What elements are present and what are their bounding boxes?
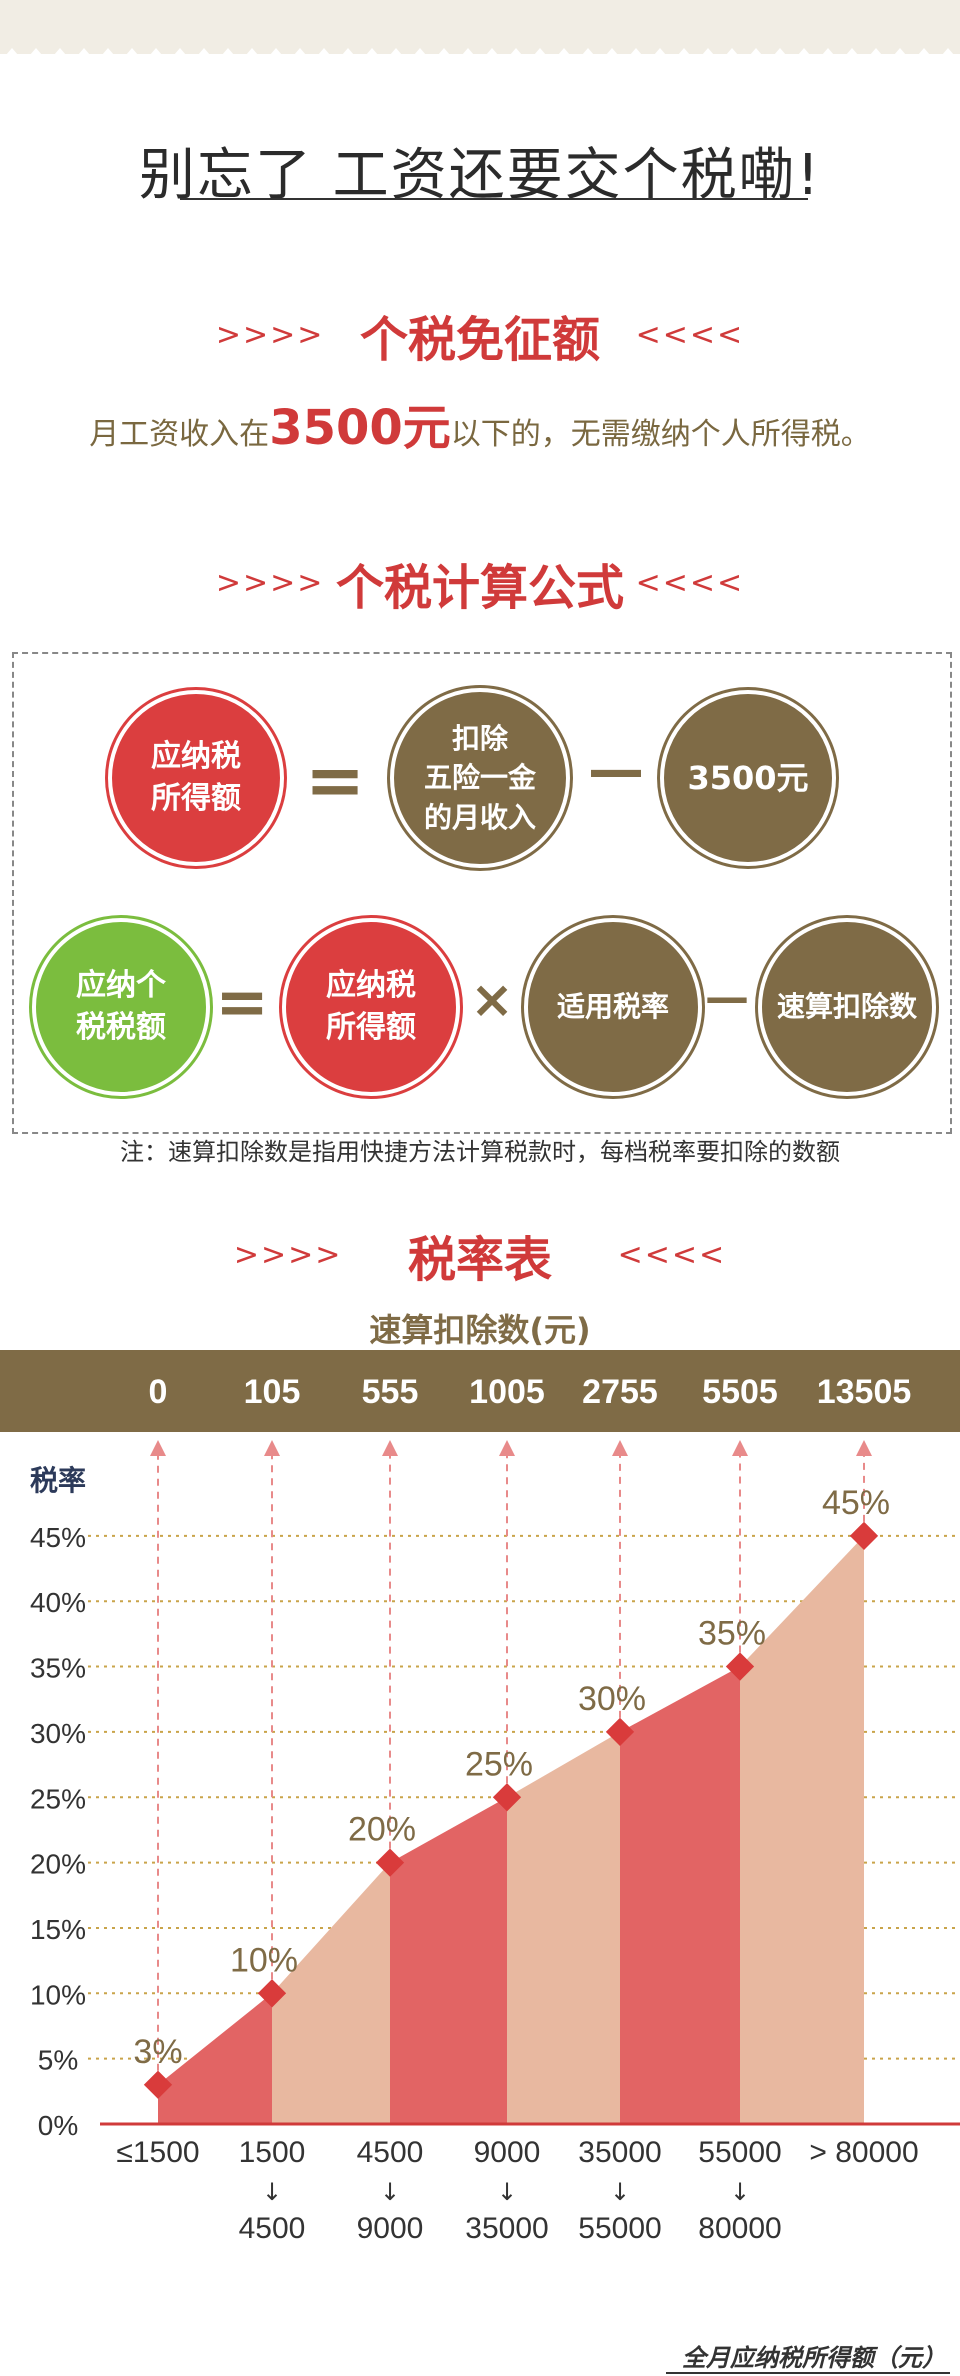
- x-category-label: 35000: [578, 2136, 661, 2169]
- threshold-circle: 3500元: [660, 690, 836, 866]
- deduction-value: 2755: [582, 1373, 658, 1411]
- deduction-pointer-arrow: [264, 1440, 280, 1456]
- x-category-label-upper: 55000: [578, 2212, 661, 2245]
- tax-rate-circle: 适用税率: [524, 918, 702, 1096]
- x-category-label-upper: 35000: [465, 2212, 548, 2245]
- deduction-pointer-arrow: [382, 1440, 398, 1456]
- x-category-label: 9000: [474, 2136, 541, 2169]
- rate-segment: [740, 1535, 864, 2124]
- rate-label: 45%: [822, 1484, 890, 1522]
- rate-point: [725, 1652, 755, 1681]
- y-tick-label: 35%: [30, 1653, 86, 1684]
- x-category-label: 4500: [357, 2136, 424, 2169]
- taxable-income-circle: 应纳税 所得额: [282, 918, 460, 1096]
- title-underline: [180, 198, 808, 200]
- deduction-pointer-arrow: [150, 1440, 166, 1456]
- rate-label: 10%: [230, 1941, 298, 1979]
- rate-point: [492, 1783, 522, 1812]
- equals-sign: =: [304, 738, 366, 822]
- arrows-right: <<<<: [635, 317, 745, 353]
- rate-label: 35%: [698, 1615, 766, 1653]
- rate-segment: [507, 1731, 620, 2124]
- exemption-text: 月工资收入在3500元以下的，无需缴纳个人所得税。: [89, 400, 871, 456]
- rate-segment: [272, 1862, 390, 2124]
- deduction-pointer-arrow: [856, 1440, 872, 1456]
- y-tick-label: 45%: [30, 1522, 86, 1553]
- x-category-label: > 80000: [809, 2136, 918, 2169]
- rate-segment: [158, 1993, 272, 2124]
- x-category-label-upper: 9000: [357, 2212, 424, 2245]
- arrows-right: <<<<: [635, 565, 745, 601]
- range-arrow-icon: ↓: [497, 2178, 517, 2206]
- formula-heading: >>>> 个税计算公式 <<<<: [0, 548, 960, 618]
- quick-deduction-circle: 速算扣除数: [758, 918, 936, 1096]
- rate-point: [257, 1979, 287, 2008]
- deduction-value: 0: [149, 1373, 168, 1411]
- x-axis-title: 全月应纳税所得额（元）: [682, 2344, 946, 2372]
- deduction-pointer-arrow: [499, 1440, 515, 1456]
- arrows-right: <<<<: [617, 1237, 727, 1273]
- range-arrow-icon: ↓: [262, 2178, 282, 2206]
- y-tick-label: 30%: [30, 1718, 86, 1749]
- deduction-value: 13505: [817, 1373, 912, 1411]
- tax-payable-circle: 应纳个 税税额: [32, 918, 210, 1096]
- x-category-label-upper: 80000: [698, 2212, 781, 2245]
- rate-point: [143, 2070, 173, 2099]
- rate-table-heading: >>>> 税率表 <<<<: [0, 1220, 960, 1290]
- deduction-bar: [0, 1350, 960, 1432]
- y-axis-title: 税率: [30, 1464, 86, 1497]
- x-axis-title-underline: [666, 2372, 950, 2374]
- x-category-label-upper: 4500: [239, 2212, 306, 2245]
- rate-label: 20%: [348, 1811, 416, 1849]
- range-arrow-icon: ↓: [610, 2178, 630, 2206]
- rate-point: [605, 1717, 635, 1747]
- taxable-income-circle: 应纳税 所得额: [108, 690, 284, 866]
- rate-label: 3%: [133, 2033, 182, 2071]
- y-tick-label: 10%: [30, 1979, 86, 2010]
- rate-segment: [620, 1666, 740, 2124]
- deduction-value: 1005: [469, 1373, 545, 1411]
- exemption-heading: >>>> 个税免征额 <<<<: [0, 300, 960, 370]
- deduction-value: 105: [244, 1373, 301, 1411]
- arrows-left: >>>>: [215, 317, 325, 353]
- rate-segment: [390, 1797, 507, 2124]
- income-after-insurance-circle: 扣除 五险一金 的月收入: [390, 688, 570, 868]
- range-arrow-icon: ↓: [730, 2178, 750, 2206]
- y-tick-label: 20%: [30, 1849, 86, 1880]
- minus-sign: —: [588, 738, 644, 803]
- page-title: 别忘了 工资还要交个税嘞!: [138, 143, 822, 208]
- y-tick-label: 5%: [38, 2045, 78, 2076]
- arrows-left: >>>>: [215, 565, 325, 601]
- deduction-title: 速算扣除数(元): [369, 1311, 591, 1349]
- deduction-value: 5505: [702, 1373, 778, 1411]
- rate-point: [375, 1848, 405, 1877]
- times-sign: ×: [470, 970, 514, 1030]
- range-arrow-icon: ↓: [380, 2178, 400, 2206]
- y-tick-label: 40%: [30, 1587, 86, 1618]
- minus-sign: —: [705, 972, 749, 1023]
- rate-label: 30%: [578, 1680, 646, 1718]
- rate-table-heading-text: 税率表: [407, 1232, 552, 1288]
- y-tick-label: 25%: [30, 1783, 86, 1814]
- rate-label: 25%: [465, 1745, 533, 1783]
- x-category-label: 55000: [698, 2136, 781, 2169]
- y-tick-label: 0%: [38, 2110, 78, 2141]
- arrows-left: >>>>: [233, 1237, 343, 1273]
- x-category-label: 1500: [239, 2136, 306, 2169]
- y-tick-label: 15%: [30, 1914, 86, 1945]
- zigzag-header-band: [0, 0, 960, 80]
- rate-point: [849, 1521, 879, 1550]
- deduction-pointer-arrow: [732, 1440, 748, 1456]
- equals-sign: =: [215, 966, 269, 1040]
- formula-note: 注：速算扣除数是指用快捷方法计算税款时，每档税率要扣除的数额: [120, 1138, 840, 1166]
- formula-heading-text: 个税计算公式: [335, 560, 624, 616]
- exemption-heading-text: 个税免征额: [359, 312, 600, 368]
- deduction-value: 555: [362, 1373, 419, 1411]
- deduction-pointer-arrow: [612, 1440, 628, 1456]
- exemption-amount: 3500元: [269, 400, 451, 456]
- x-category-label: ≤1500: [116, 2136, 199, 2169]
- formula-box: [12, 652, 952, 1134]
